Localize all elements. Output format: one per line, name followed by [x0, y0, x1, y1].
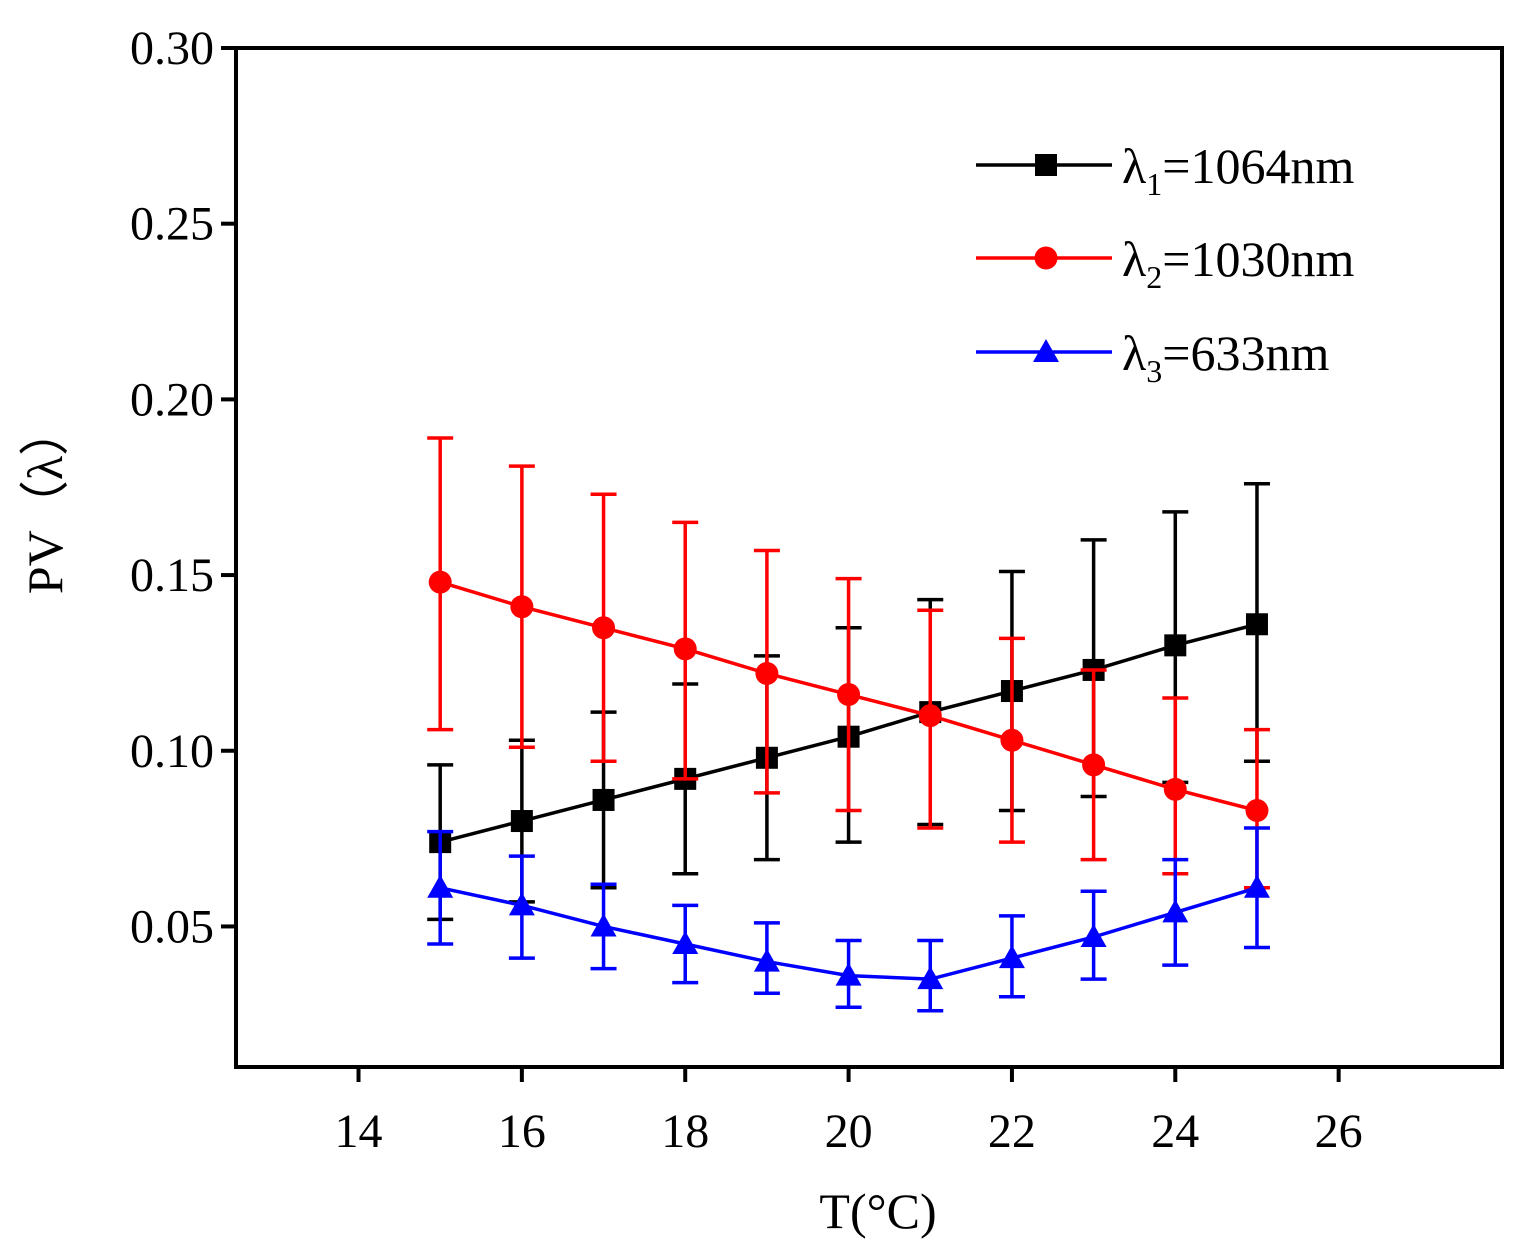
x-tick-label-24: 24: [1151, 1105, 1199, 1158]
x-tick-label-18: 18: [661, 1105, 709, 1158]
series-2-circle-marker-25: [1245, 798, 1269, 822]
legend-square-marker-1: [1035, 154, 1057, 176]
series-1-square-marker-17: [592, 788, 615, 811]
series-2-circle-marker-16: [510, 595, 534, 619]
legend-label-symbol-1: λ: [1122, 138, 1146, 194]
series-1-square-marker-24: [1164, 634, 1187, 657]
series-2-circle-marker-23: [1082, 753, 1106, 777]
legend-label-symbol-2: λ: [1122, 231, 1146, 287]
series-2-circle-marker-22: [1000, 728, 1024, 752]
legend-label-value-3: =633nm: [1162, 325, 1329, 381]
legend-label-value-1: =1064nm: [1162, 138, 1354, 194]
x-axis-title: T(°C): [819, 1183, 936, 1239]
y-tick-label-0.15: 0.15: [130, 549, 214, 602]
legend-label-subscript-1: 1: [1146, 166, 1162, 202]
series-2-circle-marker-24: [1163, 777, 1187, 801]
series-3-triangle-marker-18: [672, 931, 699, 955]
x-tick-label-20: 20: [825, 1105, 873, 1158]
plot-area: [427, 436, 1270, 1013]
y-tick-label-0.20: 0.20: [130, 373, 214, 426]
legend-entry-2: λ2=1030nm: [976, 231, 1354, 295]
legend-circle-marker-2: [1034, 246, 1058, 270]
series-3: [427, 826, 1270, 1013]
series-2-circle-marker-19: [755, 661, 779, 685]
series-2: [427, 436, 1270, 890]
series-2-circle-marker-15: [428, 570, 452, 594]
series-3-triangle-marker-16: [508, 892, 535, 916]
series-2-circle-marker-18: [673, 637, 697, 661]
series-3-triangle-marker-21: [917, 966, 944, 990]
legend-label-value-2: =1030nm: [1162, 231, 1354, 287]
series-2-circle-marker-21: [918, 704, 942, 728]
series-1-square-marker-25: [1245, 613, 1268, 636]
series-3-triangle-marker-24: [1162, 899, 1189, 923]
legend-triangle-marker-3: [1033, 339, 1059, 362]
series-3-triangle-marker-19: [753, 948, 780, 972]
y-tick-label-0.10: 0.10: [130, 725, 214, 778]
x-tick-label-26: 26: [1315, 1105, 1363, 1158]
legend-label-subscript-3: 3: [1146, 353, 1162, 389]
series-3-triangle-marker-22: [998, 945, 1025, 969]
legend-label-subscript-2: 2: [1146, 259, 1162, 295]
series-3-triangle-marker-15: [427, 874, 454, 898]
series-2-circle-marker-17: [592, 616, 616, 640]
legend-label-3: λ3=633nm: [1122, 325, 1329, 389]
y-tick-label-0.30: 0.30: [130, 22, 214, 75]
legend-label-1: λ1=1064nm: [1122, 138, 1354, 202]
series-1-square-marker-16: [510, 810, 533, 833]
legend-entry-1: λ1=1064nm: [976, 138, 1354, 202]
series-2-circle-marker-20: [837, 683, 861, 707]
x-tick-label-14: 14: [335, 1105, 383, 1158]
y-axis-title: PV（λ）: [17, 406, 73, 594]
legend-label-symbol-3: λ: [1122, 325, 1146, 381]
legend-entry-3: λ3=633nm: [976, 325, 1329, 389]
legend-label-2: λ2=1030nm: [1122, 231, 1354, 295]
plot-frame: [234, 46, 1504, 1069]
series-3-triangle-marker-17: [590, 913, 617, 937]
y-tick-label-0.25: 0.25: [130, 198, 214, 251]
y-tick-label-0.05: 0.05: [130, 900, 214, 953]
series-3-triangle-marker-25: [1243, 874, 1270, 898]
series-3-triangle-marker-23: [1080, 923, 1107, 947]
x-tick-label-22: 22: [988, 1105, 1036, 1158]
axes: 14 16 18 20 22 24 26 0.05 0.10 0.15 0.20 0.25 0.30: [130, 22, 1504, 1158]
x-tick-label-16: 16: [498, 1105, 546, 1158]
series-3-triangle-marker-20: [835, 962, 862, 986]
